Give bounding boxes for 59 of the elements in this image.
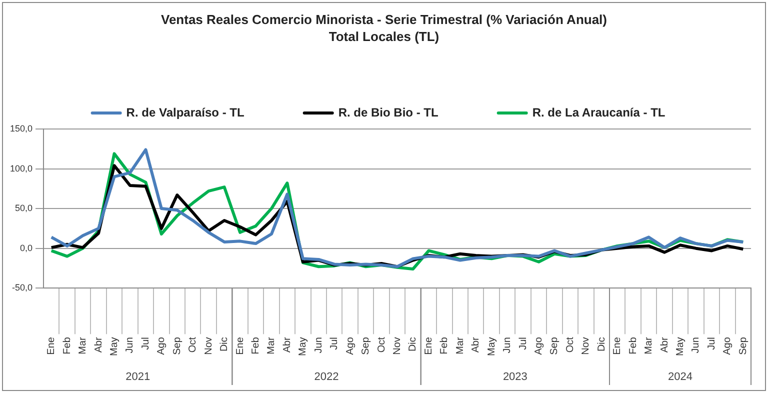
x-tick-label: Jun [690, 337, 702, 354]
legend-label: R. de Bio Bio - TL [338, 105, 438, 120]
x-tick-label: Ene [612, 336, 624, 355]
text: 2024 [668, 371, 692, 384]
x-tick-label: Dic [408, 337, 419, 352]
x-tick-label: Sep [738, 336, 749, 355]
x-tick-label: May [109, 337, 120, 356]
x-tick-label: Jun [502, 337, 514, 354]
x-tick-label: Abr [470, 336, 482, 353]
x-tick-label: Abr [659, 336, 670, 353]
x-tick-label: Jul [140, 337, 152, 350]
x-tick-label: Jun [313, 337, 324, 354]
y-tick-label: 150,0 [10, 123, 33, 134]
legend-label: R. de La Araucanía - TL [532, 105, 666, 120]
y-tick-label: 0,0 [20, 242, 33, 253]
x-tick-label: Nov [203, 337, 214, 355]
x-tick-label: Abr [93, 336, 104, 353]
x-tick-label: Jul [706, 337, 718, 350]
x-tick-label: Mar [644, 336, 655, 354]
x-tick-label: Nov [392, 337, 404, 355]
x-tick-label: Dic [219, 337, 230, 352]
x-tick-label: May [675, 337, 686, 356]
x-tick-label: Feb [628, 336, 639, 354]
x-tick-label: Feb [62, 336, 73, 354]
y-tick-label: 50,0 [14, 203, 33, 214]
x-tick-label: Oct [188, 336, 199, 353]
x-tick-label: Sep [549, 336, 560, 355]
x-tick-label: Dic [596, 337, 608, 352]
chart-subtitle: Total Locales (TL) [328, 29, 440, 44]
x-tick-label: Mar [78, 336, 89, 354]
x-tick-label: Feb [439, 336, 450, 354]
legend-label: R. de Valparaíso - TL [126, 105, 244, 120]
text: 2023 [502, 371, 528, 384]
x-tick-label: Mar [454, 336, 466, 354]
x-tick-label: Ene [46, 336, 58, 355]
x-tick-label: Feb [250, 336, 262, 354]
x-tick-label: Oct [376, 336, 388, 353]
x-tick-label: May [298, 337, 309, 356]
y-tick-label: -50,0 [12, 282, 33, 293]
x-tick-label: Jul [518, 337, 529, 350]
text: 2022 [314, 371, 339, 384]
x-tick-label: Oct [564, 336, 576, 353]
x-tick-label: Ene [234, 336, 246, 355]
text: 2021 [126, 371, 150, 384]
x-tick-label: Mar [266, 336, 278, 354]
x-tick-label: Ago [344, 336, 356, 355]
x-tick-label: Sep [172, 336, 183, 355]
x-tick-label: Ago [722, 336, 734, 355]
x-tick-label: Jul [329, 337, 340, 350]
x-tick-label: May [486, 337, 498, 356]
x-tick-label: Jun [124, 337, 136, 354]
y-tick-label: 100,0 [10, 163, 33, 174]
x-tick-label: Sep [360, 336, 372, 355]
chart-title: Ventas Reales Comercio Minorista - Serie Trimestral (% Variación Anual) [160, 12, 607, 27]
x-tick-label: Ago [534, 336, 545, 355]
x-tick-label: Ago [156, 336, 168, 355]
x-tick-label: Nov [580, 337, 592, 355]
x-tick-label: Ene [423, 336, 434, 355]
x-tick-label: Abr [282, 336, 293, 353]
